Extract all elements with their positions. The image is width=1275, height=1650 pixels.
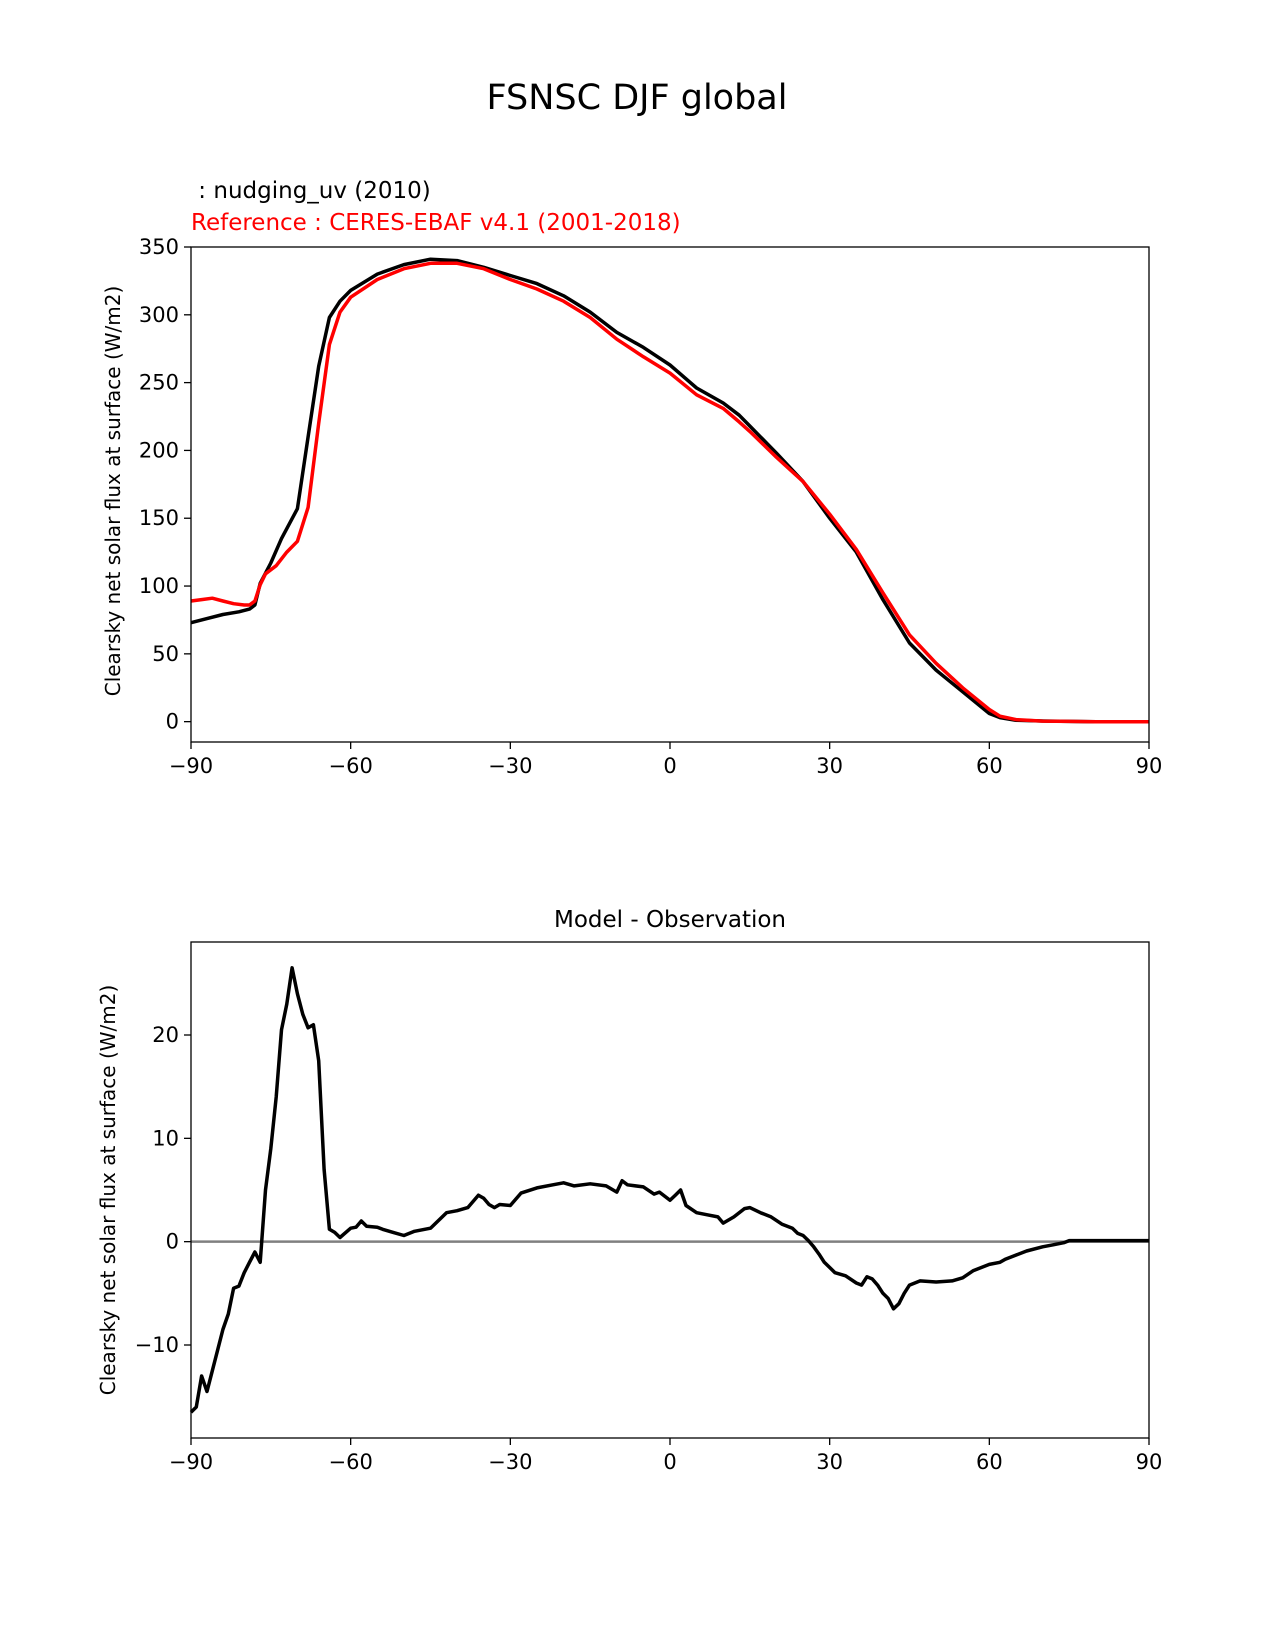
y-tick-label: 350 xyxy=(139,235,179,259)
x-tick-label: −90 xyxy=(169,754,213,778)
x-tick-label: 30 xyxy=(816,754,843,778)
y-tick-label: 0 xyxy=(166,710,179,734)
y-tick-label: 150 xyxy=(139,506,179,530)
top-plot-area: −90 −60 −30 0 30 60 90 0 50 100 150 200 250 300 350 xyxy=(139,235,1162,778)
x-tick-label: 60 xyxy=(976,754,1003,778)
axes-frame xyxy=(190,941,1150,1439)
x-tick-label: 90 xyxy=(1136,754,1163,778)
y-tick-label: 300 xyxy=(139,303,179,327)
top-y-axis-label: Clearsky net solar flux at surface (W/m2… xyxy=(101,286,125,697)
y-tick-label: −10 xyxy=(135,1333,179,1357)
axes-frame xyxy=(190,246,1150,743)
x-tick-label: 30 xyxy=(816,1450,843,1474)
model-series-line xyxy=(189,966,1149,1414)
top-panel: : nudging_uv (2010) Reference : CERES-EB… xyxy=(101,178,1162,778)
x-tick-label: −90 xyxy=(169,1450,213,1474)
x-tick-label: −60 xyxy=(329,754,373,778)
y-tick-label: 20 xyxy=(152,1023,179,1047)
y-tick-label: 100 xyxy=(139,574,179,598)
figure-title: FSNSC DJF global xyxy=(487,78,788,118)
model-series-line xyxy=(190,257,1149,724)
x-tick-label: 0 xyxy=(663,1450,676,1474)
y-tick-label: 0 xyxy=(166,1230,179,1254)
test-run-label: : nudging_uv (2010) xyxy=(191,178,431,204)
reference-series-line xyxy=(190,261,1149,724)
y-tick-label: 50 xyxy=(152,642,179,666)
x-tick-label: −30 xyxy=(488,1450,532,1474)
y-tick-label: 10 xyxy=(152,1126,179,1150)
y-tick-label: 250 xyxy=(139,371,179,395)
bottom-plot-area: −90 −60 −30 0 30 60 90 −10 0 10 20 xyxy=(135,941,1163,1474)
x-tick-label: 0 xyxy=(663,754,676,778)
x-tick-label: −30 xyxy=(488,754,532,778)
y-tick-label: 200 xyxy=(139,438,179,462)
x-tick-label: 90 xyxy=(1136,1450,1163,1474)
bottom-y-axis-label: Clearsky net solar flux at surface (W/m2… xyxy=(96,985,120,1396)
x-tick-label: 60 xyxy=(976,1450,1003,1474)
x-tick-label: −60 xyxy=(329,1450,373,1474)
difference-title: Model - Observation xyxy=(554,907,786,933)
reference-label: Reference : CERES-EBAF v4.1 (2001-2018) xyxy=(191,210,681,236)
bottom-panel: Model - Observation Clearsky net solar f… xyxy=(96,907,1162,1474)
